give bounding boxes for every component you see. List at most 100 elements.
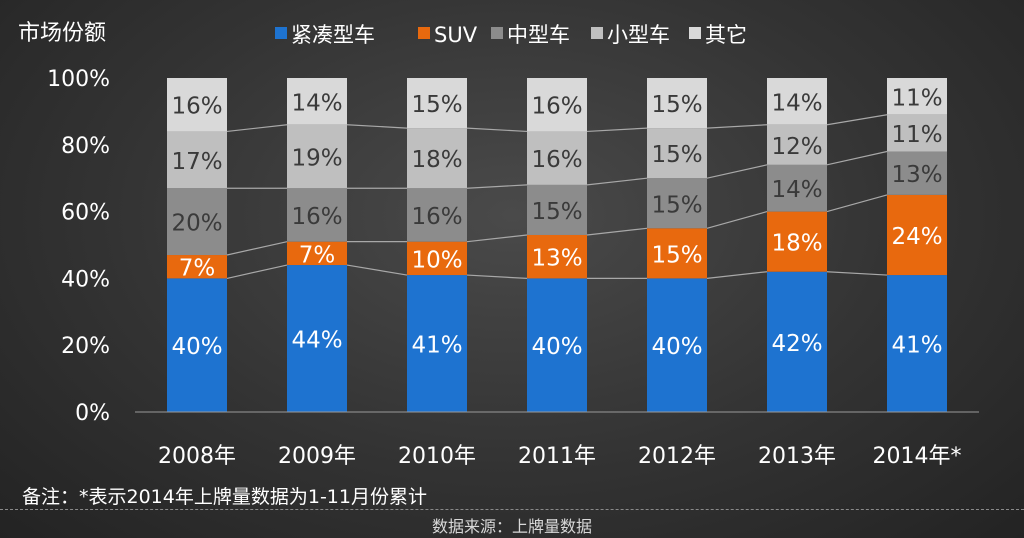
connector-line [826,114,888,126]
connector-line [826,194,888,213]
connector-line [466,127,528,133]
legend-label: 紧凑型车 [291,23,375,47]
connector-line [226,264,288,279]
data-label: 40% [531,334,582,360]
bar-segment [287,188,347,242]
data-label: 17% [171,149,222,175]
x-tick-label: 2011年 [518,444,596,469]
data-label: 14% [771,90,822,116]
bar-segment [287,241,347,266]
x-axis: 2008年 2009年 2010年 2011年 2012年 2013年 2014年* [135,411,979,469]
x-tick-label: 2012年 [638,444,716,469]
data-label: 14% [291,90,342,116]
divider [0,509,1024,510]
data-label: 19% [291,145,342,171]
bar-segment [407,128,467,189]
x-tick-label: 2009年 [278,444,356,469]
data-label: 40% [651,334,702,360]
connector-line [346,124,408,129]
bar-segment [527,131,587,185]
y-tick-label: 20% [61,334,110,359]
data-label: 16% [171,94,222,120]
y-axis-title: 市场份额 [18,21,106,46]
bar-segment [407,241,467,276]
bar-segment [527,184,587,235]
bar-segment [407,78,467,129]
legend-swatch [491,27,503,39]
bar-segment [767,211,827,272]
bar-segment [167,188,227,256]
data-label: 15% [651,92,702,118]
footnote: 备注：*表示2014年上牌量数据为1-11月份累计 [22,486,427,508]
connector-line [706,271,768,279]
legend-swatch [591,27,603,39]
bar-segment [167,278,227,412]
connector-line [706,211,768,229]
bar-segment [167,255,227,279]
bar-segment [527,278,587,412]
legend-swatch [689,27,701,39]
data-label: 16% [531,147,582,173]
bar-segment [887,194,947,276]
y-tick-label: 80% [61,134,110,159]
data-label: 18% [771,231,822,257]
connector-line [706,164,768,179]
bar-segment [887,78,947,115]
data-label: 16% [411,204,462,230]
data-label: 24% [891,224,942,250]
data-label: 7% [179,256,216,282]
data-label: 20% [171,211,222,237]
bar-segment [767,271,827,412]
x-tick-label: 2010年 [398,444,476,469]
data-label: 18% [411,147,462,173]
legend-label: 中型车 [507,23,570,47]
data-label: 7% [299,242,336,268]
data-label: 12% [771,134,822,160]
data-label: 44% [291,328,342,354]
connector-line [826,150,888,166]
bar-segment [887,275,947,412]
bar-segment [287,78,347,125]
bar-segment [887,114,947,152]
legend-swatch [275,27,287,39]
bar-segment [647,178,707,229]
source-note: 数据来源：上牌量数据 [431,517,592,536]
data-label: 13% [531,246,582,272]
bar-segment [647,78,707,129]
connector-line [586,177,648,186]
bar-segment [287,265,347,412]
y-tick-label: 100% [47,67,110,92]
connector-line [466,184,528,189]
data-label: 42% [771,331,822,357]
x-tick-label: 2013年 [758,444,836,469]
bar-segment [527,78,587,132]
data-label: 15% [411,92,462,118]
data-label: 15% [651,242,702,268]
y-axis: 0% 20% 40% 60% 80% 100% [47,67,110,426]
legend-label: 小型车 [607,23,670,47]
connector-line [466,234,528,243]
y-tick-label: 0% [75,401,110,426]
y-tick-label: 40% [61,267,110,292]
x-tick-label: 2014年* [873,444,962,469]
data-label: 16% [531,94,582,120]
connector-line [346,264,408,276]
legend: 紧凑型车 SUV 中型车 小型车 其它 [275,23,747,47]
legend-swatch [418,27,430,39]
bar-segment [167,131,227,189]
bar-segment [527,234,587,279]
x-tick-label: 2008年 [158,444,236,469]
bar-segment [407,188,467,242]
connector-line [706,124,768,129]
stacked-bar-chart: 40% 7% 20% 17% 16% 44% 7% 16% 19% 14% 41% 10% 16% 18%… [18,21,979,469]
data-label: 40% [171,334,222,360]
connector-line [586,227,648,236]
data-label: 11% [891,85,942,111]
connector-lines [226,114,888,279]
bar-segment [407,275,467,412]
bar-segment [647,128,707,179]
bar-segment [887,151,947,195]
connector-line [226,241,288,256]
data-label: 13% [891,162,942,188]
data-label: 15% [531,199,582,225]
